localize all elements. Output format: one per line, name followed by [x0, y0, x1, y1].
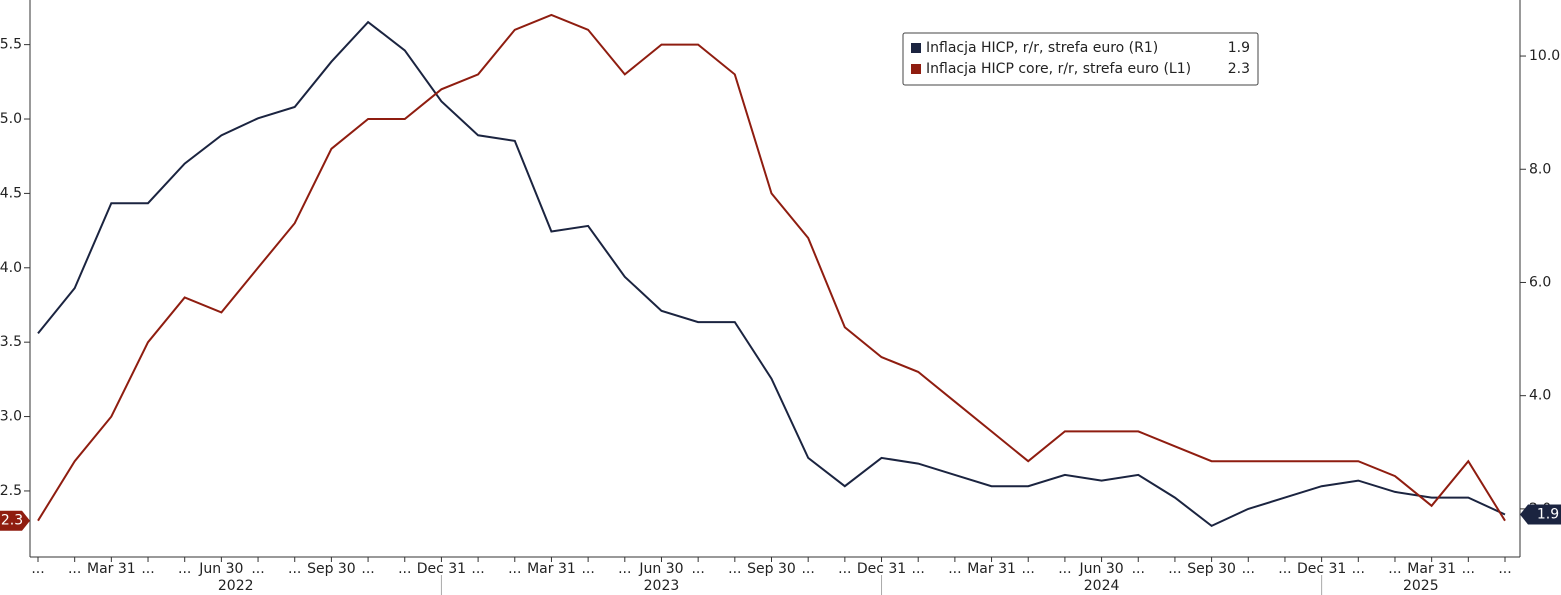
y2-tick-label: 4.0 [1529, 388, 1551, 404]
x-tick-label: ... [1388, 561, 1401, 577]
x-tick-label: Mar 31 [527, 561, 576, 577]
legend-value: 2.3 [1228, 61, 1250, 77]
x-tick-label: ... [508, 561, 521, 577]
legend-swatch [911, 43, 921, 53]
legend-label: Inflacja HICP, r/r, strefa euro (R1) [926, 40, 1158, 56]
y-tick-label: 4.0 [0, 260, 22, 276]
x-tick-label: ... [471, 561, 484, 577]
value-tag [0, 510, 30, 531]
x-tick-label: ... [1242, 561, 1255, 577]
x-tick-label: ... [1352, 561, 1365, 577]
y-tick-label: 2.5 [0, 483, 22, 499]
x-tick-label: ... [361, 561, 374, 577]
x-tick-label: ... [801, 561, 814, 577]
x-tick-label: ... [1058, 561, 1071, 577]
x-tick-label: ... [838, 561, 851, 577]
x-tick-label: Mar 31 [87, 561, 136, 577]
x-tick-label: ... [288, 561, 301, 577]
x-tick-label: ... [1022, 561, 1035, 577]
value-tag-label: 1.9 [1537, 507, 1559, 523]
y2-tick-label: 6.0 [1529, 274, 1551, 290]
x-tick-label: ... [618, 561, 631, 577]
x-tick-label: ... [398, 561, 411, 577]
value-tag-label: 2.3 [1, 513, 23, 529]
x-tick-label: Jun 30 [638, 561, 683, 577]
y2-tick-label: 8.0 [1529, 161, 1551, 177]
year-label: 2024 [1084, 578, 1120, 594]
x-tick-label: ... [948, 561, 961, 577]
series-line [37, 13, 1506, 522]
x-tick-label: ... [1278, 561, 1291, 577]
x-tick-label: ... [1462, 561, 1475, 577]
y-tick-label: 3.5 [0, 334, 22, 350]
x-tick-label: Jun 30 [1079, 561, 1124, 577]
x-tick-label: Jun 30 [198, 561, 243, 577]
year-label: 2023 [644, 578, 680, 594]
x-tick-label: ... [728, 561, 741, 577]
x-tick-label: Sep 30 [747, 561, 796, 577]
y-tick-label: 5.5 [0, 37, 22, 53]
x-tick-label: ... [68, 561, 81, 577]
x-tick-label: Dec 31 [417, 561, 466, 577]
x-tick-label: Dec 31 [857, 561, 906, 577]
x-tick-label: ... [912, 561, 925, 577]
x-tick-label: ... [178, 561, 191, 577]
x-tick-label: ... [251, 561, 264, 577]
x-tick-label: ... [1132, 561, 1145, 577]
x-tick-label: Sep 30 [307, 561, 356, 577]
y-tick-label: 5.0 [0, 111, 22, 127]
legend-value: 1.9 [1228, 40, 1250, 56]
legend-swatch [911, 64, 921, 74]
x-tick-label: Mar 31 [1407, 561, 1456, 577]
x-tick-label: ... [581, 561, 594, 577]
x-tick-label: ... [1168, 561, 1181, 577]
year-label: 2022 [218, 578, 254, 594]
x-tick-label: Dec 31 [1297, 561, 1346, 577]
legend-box [902, 32, 1259, 86]
series-line [37, 20, 1506, 528]
x-tick-label: Sep 30 [1187, 561, 1236, 577]
x-tick-label: ... [141, 561, 154, 577]
x-tick-label: ... [691, 561, 704, 577]
x-tick-label: Mar 31 [967, 561, 1016, 577]
y-tick-label: 3.0 [0, 409, 22, 425]
legend-label: Inflacja HICP core, r/r, strefa euro (L1… [926, 61, 1191, 77]
value-tag [1520, 504, 1561, 525]
year-label: 2025 [1403, 578, 1439, 594]
x-tick-label: ... [1498, 561, 1511, 577]
y-tick-label: 4.5 [0, 185, 22, 201]
y2-tick-label: 10.0 [1529, 48, 1560, 64]
x-tick-label: ... [31, 561, 44, 577]
